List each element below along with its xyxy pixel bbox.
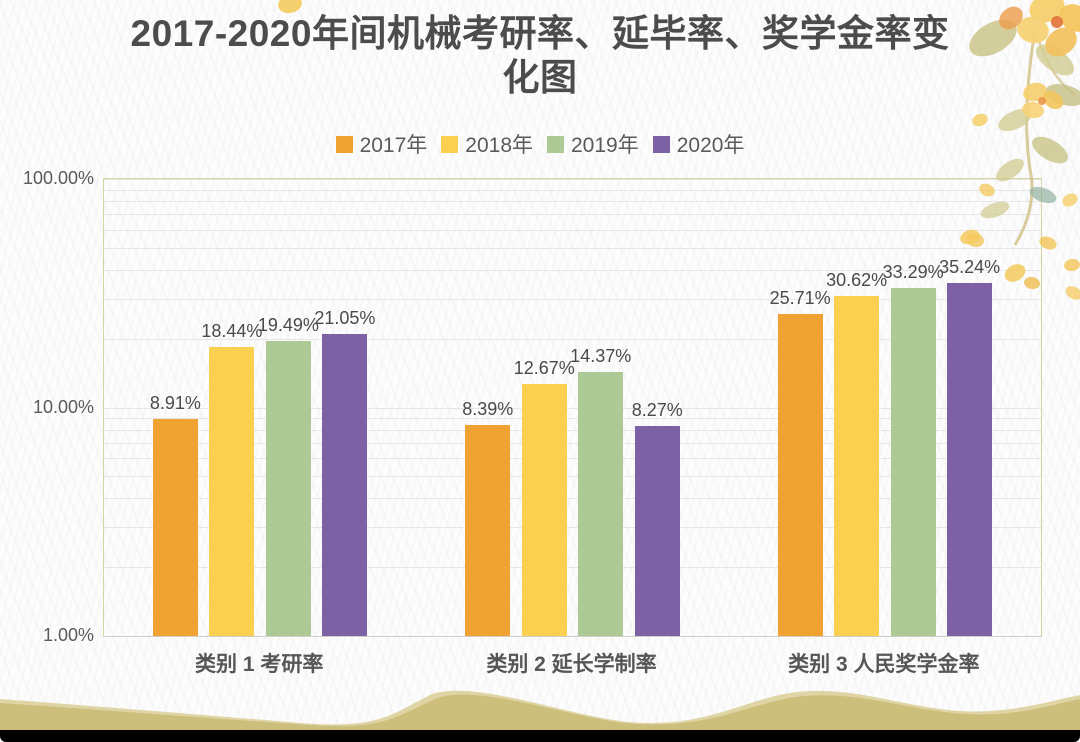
legend-item: 2020年 <box>652 129 745 159</box>
data-label: 8.39% <box>462 398 514 419</box>
x-category-label: 类别 2 延长学制率 <box>486 653 657 676</box>
gridline <box>104 338 1041 340</box>
bar-2018年-类别 1 考研率 <box>209 346 255 636</box>
data-label: 25.71% <box>769 287 831 308</box>
gridline <box>104 418 1041 419</box>
data-label: 30.62% <box>826 270 888 291</box>
bar-2019年-类别 2 延长学制率 <box>578 371 624 636</box>
data-label: 12.67% <box>513 358 575 378</box>
chart-title: 2017-2020年间机械考研率、延毕率、奖学金率变 化图 <box>0 12 1080 100</box>
gridline <box>104 179 1041 180</box>
gridline <box>104 269 1041 271</box>
x-category-label: 类别 1 考研率 <box>195 653 324 676</box>
legend-label: 2019年 <box>571 134 639 157</box>
gridline <box>104 201 1041 203</box>
bottom-black-bar <box>0 730 1080 742</box>
data-label: 8.27% <box>631 400 683 421</box>
legend-swatch-icon <box>652 135 670 153</box>
legend-swatch-icon <box>441 135 459 153</box>
data-label: 19.49% <box>257 315 319 336</box>
x-category-label: 类别 3 人民奖学金率 <box>788 653 980 676</box>
gridline <box>104 429 1041 431</box>
bar-2018年-类别 2 延长学制率 <box>521 384 567 636</box>
bar-2020年-类别 3 人民奖学金率 <box>947 282 993 636</box>
gridline <box>104 442 1041 444</box>
legend-swatch-icon <box>335 135 353 153</box>
data-label: 8.91% <box>149 393 201 413</box>
gridline <box>104 476 1041 478</box>
wave-decoration-icon <box>0 690 1080 731</box>
plot-area: 8.91% 18.44% 19.49% 21.05% 8.39% 12.67% 14.37%… <box>103 178 1042 637</box>
legend-item: 2019年 <box>547 129 639 159</box>
legend-label: 2020年 <box>676 134 745 157</box>
gridline <box>104 214 1041 216</box>
gridline <box>104 189 1041 191</box>
data-label: 33.29% <box>882 262 944 283</box>
legend-item: 2018年 <box>441 129 533 159</box>
chart-legend: 2017年 2018年 2019年 2020年 <box>0 129 1080 159</box>
gridline <box>104 298 1041 300</box>
gridline <box>104 498 1041 500</box>
y-tick-label: 10.00% <box>32 396 94 417</box>
bar-2020年-类别 2 延长学制率 <box>634 426 680 636</box>
bar-2018年-类别 3 人民奖学金率 <box>834 296 880 636</box>
data-label: 21.05% <box>314 307 376 328</box>
data-label: 18.44% <box>201 320 263 341</box>
chart-title-line1: 2017-2020年间机械考研率、延毕率、奖学金率变 <box>130 13 950 54</box>
gridline <box>104 458 1041 460</box>
data-label: 35.24% <box>939 256 1001 277</box>
bar-2017年-类别 2 延长学制率 <box>465 424 511 636</box>
bar-2017年-类别 3 人民奖学金率 <box>777 313 823 636</box>
gridline <box>104 247 1041 249</box>
bar-2019年-类别 3 人民奖学金率 <box>890 288 936 636</box>
data-label: 14.37% <box>570 345 632 366</box>
legend-swatch-icon <box>547 135 564 153</box>
bar-2020年-类别 1 考研率 <box>322 333 368 636</box>
bar-2017年-类别 1 考研率 <box>152 419 198 636</box>
gridline <box>104 229 1041 231</box>
gridline <box>104 567 1041 569</box>
chart-title-line2: 化图 <box>502 57 578 98</box>
y-tick-label: 1.00% <box>42 625 94 645</box>
y-tick-label: 100.00% <box>22 168 94 188</box>
gridline <box>104 527 1041 528</box>
legend-label: 2017年 <box>359 134 428 157</box>
legend-label: 2018年 <box>465 134 533 157</box>
gridline <box>104 407 1041 409</box>
bar-2019年-类别 1 考研率 <box>265 341 311 636</box>
legend-item: 2017年 <box>335 129 428 159</box>
